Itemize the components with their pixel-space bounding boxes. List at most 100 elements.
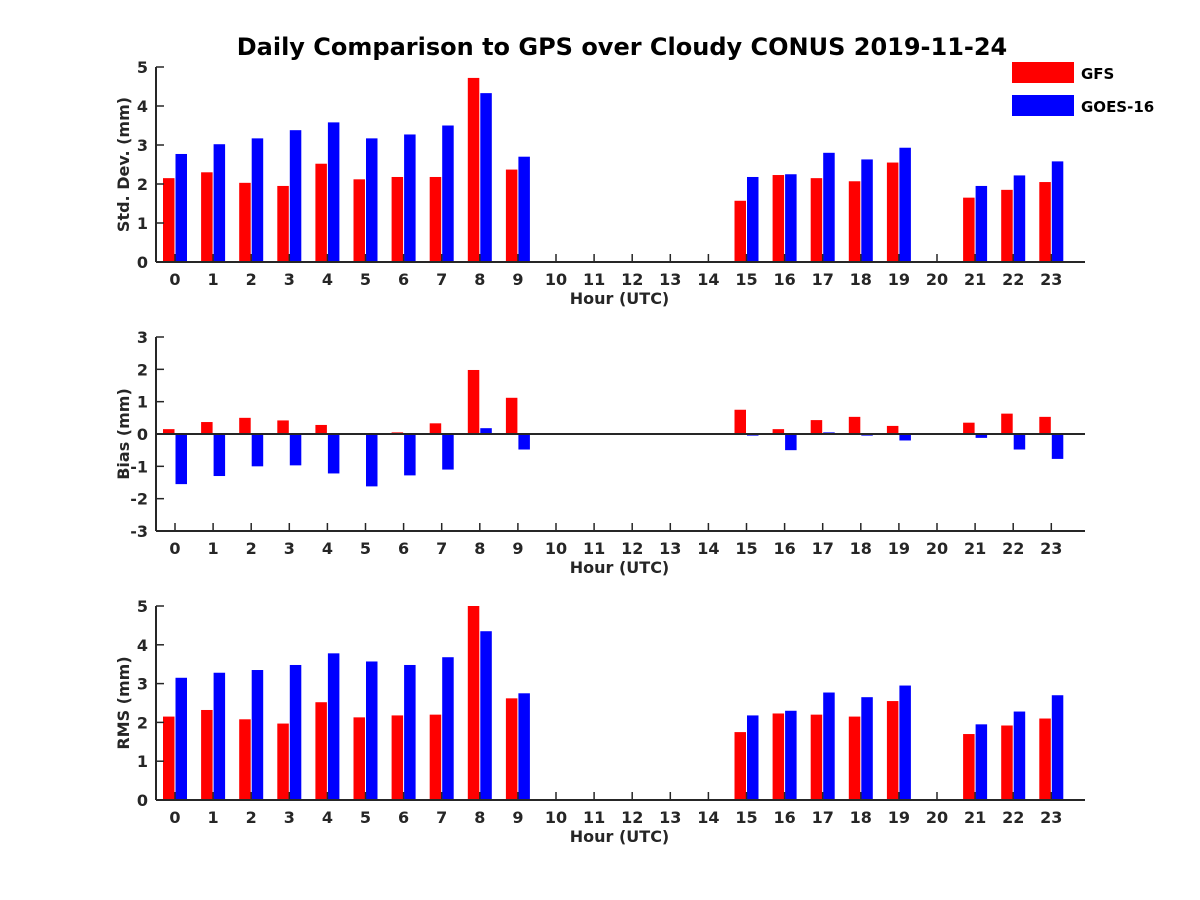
rms-bar-gfs-17 — [810, 714, 823, 800]
std-dev-bar-gfs-19 — [886, 162, 899, 262]
std-dev-bar-gfs-0 — [163, 178, 175, 262]
bias-x-tick-label: 12 — [621, 539, 643, 558]
bias-bar-goes16-9 — [518, 434, 530, 450]
rms-y-tick-label: 4 — [137, 636, 148, 655]
rms-x-tick-label: 0 — [169, 808, 180, 827]
bias-y-tick-label: -3 — [130, 522, 148, 541]
bias-x-tick-label: 21 — [964, 539, 986, 558]
std-dev-bar-goes16-18 — [861, 159, 873, 262]
bias-bar-gfs-4 — [315, 424, 327, 434]
bias-x-tick-label: 13 — [659, 539, 681, 558]
std-dev-bar-gfs-18 — [848, 181, 861, 262]
bias-x-tick-label: 11 — [583, 539, 605, 558]
rms-bar-goes16-15 — [747, 715, 759, 800]
std-dev-bar-gfs-21 — [963, 197, 975, 262]
bias-bar-gfs-2 — [239, 417, 251, 434]
std-dev-x-tick-label: 8 — [474, 270, 485, 289]
rms-x-tick-label: 20 — [926, 808, 948, 827]
std-dev-x-tick-label: 15 — [735, 270, 757, 289]
bias-bar-goes16-23 — [1051, 434, 1064, 459]
std-dev-y-tick-label: 5 — [137, 58, 148, 77]
std-dev-x-tick-label: 5 — [360, 270, 371, 289]
std-dev-bar-gfs-1 — [201, 172, 213, 262]
bias-x-tick-label: 18 — [850, 539, 872, 558]
bias-bar-gfs-21 — [963, 422, 975, 434]
rms-x-tick-label: 5 — [360, 808, 371, 827]
rms-x-tick-label: 6 — [398, 808, 409, 827]
rms-bar-goes16-6 — [404, 664, 416, 800]
bias-y-tick-label: 1 — [137, 393, 148, 412]
rms-x-tick-label: 9 — [512, 808, 523, 827]
std-dev-x-tick-label: 1 — [208, 270, 219, 289]
bias-x-tick-label: 15 — [735, 539, 757, 558]
bias-bar-gfs-1 — [201, 422, 213, 434]
bias-x-tick-label: 22 — [1002, 539, 1024, 558]
std-dev-bar-goes16-22 — [1013, 175, 1026, 262]
std-dev-x-tick-label: 3 — [284, 270, 295, 289]
std-dev-bar-goes16-5 — [366, 138, 378, 262]
bias-x-tick-label: 5 — [360, 539, 371, 558]
bias-x-tick-label: 6 — [398, 539, 409, 558]
bias-bar-gfs-16 — [772, 429, 785, 434]
std-dev-bar-gfs-17 — [810, 178, 823, 262]
bias-y-tick-label: -2 — [130, 490, 148, 509]
std-dev-bar-gfs-5 — [353, 179, 365, 262]
bias-bar-gfs-22 — [1001, 413, 1013, 434]
rms-bar-gfs-15 — [734, 732, 746, 800]
std-dev-y-tick-label: 3 — [137, 136, 148, 155]
bias-bar-goes16-8 — [480, 428, 492, 434]
std-dev-bar-goes16-9 — [518, 156, 530, 262]
bias-y-tick-label: 0 — [137, 425, 148, 444]
rms-bar-gfs-23 — [1039, 718, 1051, 800]
std-dev-bar-gfs-16 — [772, 175, 785, 262]
std-dev-x-tick-label: 9 — [512, 270, 523, 289]
std-dev-x-tick-label: 14 — [697, 270, 719, 289]
std-dev-bar-goes16-23 — [1051, 161, 1064, 262]
std-dev-bar-goes16-0 — [175, 153, 187, 262]
bias-x-tick-label: 8 — [474, 539, 485, 558]
rms-bar-goes16-17 — [823, 692, 835, 800]
std-dev-x-tick-label: 11 — [583, 270, 605, 289]
bias-bar-goes16-7 — [442, 434, 454, 470]
rms-bar-gfs-1 — [201, 709, 213, 800]
std-dev-y-tick-label: 0 — [137, 253, 148, 272]
rms-bar-goes16-23 — [1051, 695, 1064, 800]
std-dev-x-tick-label: 18 — [850, 270, 872, 289]
bias-y-axis-label: Bias (mm) — [114, 388, 133, 480]
rms-bar-gfs-4 — [315, 702, 327, 800]
rms-bar-gfs-21 — [963, 734, 975, 800]
std-dev-bar-goes16-17 — [823, 152, 835, 262]
std-dev-x-tick-label: 16 — [773, 270, 795, 289]
bias-bar-goes16-0 — [175, 434, 187, 485]
std-dev-bar-goes16-19 — [899, 147, 911, 262]
std-dev-x-tick-label: 2 — [246, 270, 257, 289]
bias-bar-gfs-18 — [848, 416, 861, 434]
std-dev-x-tick-label: 22 — [1002, 270, 1024, 289]
bias-x-tick-label: 3 — [284, 539, 295, 558]
rms-x-tick-label: 2 — [246, 808, 257, 827]
bias-bar-goes16-4 — [327, 434, 340, 474]
rms-x-tick-label: 3 — [284, 808, 295, 827]
std-dev-x-tick-label: 13 — [659, 270, 681, 289]
bias-bar-goes16-16 — [785, 434, 797, 451]
legend: GFS GOES-16 — [1012, 62, 1154, 116]
std-dev-bar-gfs-8 — [467, 77, 480, 262]
std-dev-x-tick-label: 21 — [964, 270, 986, 289]
std-dev-x-tick-label: 10 — [545, 270, 567, 289]
std-dev-bar-goes16-16 — [785, 174, 797, 262]
bias-x-tick-label: 17 — [812, 539, 834, 558]
rms-x-tick-label: 11 — [583, 808, 605, 827]
std-dev-y-tick-label: 2 — [137, 175, 148, 194]
bias-bar-gfs-15 — [734, 409, 746, 434]
legend-swatch-goes16 — [1012, 95, 1074, 116]
bias-x-tick-label: 20 — [926, 539, 948, 558]
bias-x-tick-label: 7 — [436, 539, 447, 558]
bias-x-tick-label: 10 — [545, 539, 567, 558]
rms-bar-gfs-0 — [163, 716, 175, 800]
rms-bar-goes16-21 — [975, 724, 988, 800]
legend-label-gfs: GFS — [1081, 65, 1114, 83]
rms-bar-gfs-9 — [505, 698, 518, 800]
rms-bar-goes16-5 — [366, 661, 378, 800]
bias-y-tick-label: -1 — [130, 457, 148, 476]
std-dev-bar-goes16-7 — [442, 125, 454, 262]
